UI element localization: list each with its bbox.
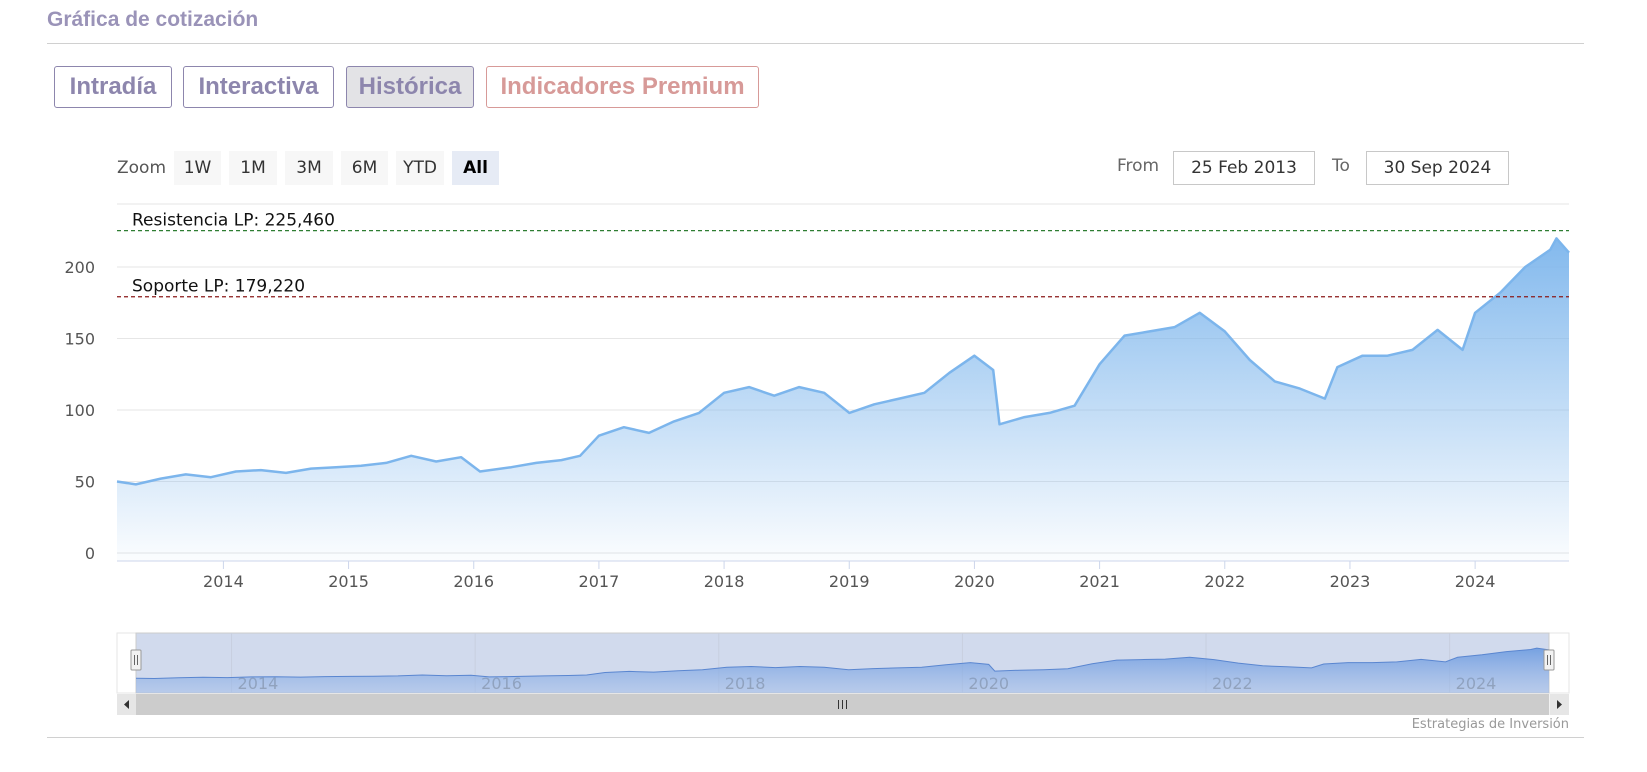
- x-tick-label: 2021: [1079, 572, 1120, 591]
- range-from-label: From: [1117, 156, 1160, 176]
- range-to-input[interactable]: 30 Sep 2024: [1366, 151, 1509, 185]
- navigator-line: [135, 647, 1550, 680]
- y-tick-label: 150: [64, 330, 95, 349]
- x-tick-label: 2014: [203, 572, 244, 591]
- x-tick-label: 2015: [328, 572, 369, 591]
- scroll-left-button[interactable]: [117, 694, 136, 715]
- y-tick-label: 50: [75, 473, 95, 492]
- x-tick-label: 2024: [1455, 572, 1496, 591]
- y-tick-label: 100: [64, 401, 95, 420]
- navigator-area: [136, 648, 1549, 693]
- x-tick-label: 2016: [453, 572, 494, 591]
- tab-interactiva[interactable]: Interactiva: [183, 66, 334, 108]
- zoom-6m-button[interactable]: 6M: [341, 151, 388, 185]
- handle-body: [130, 649, 142, 671]
- price-line: [116, 237, 1570, 486]
- navigator-right-handle[interactable]: [1543, 649, 1555, 671]
- support-label: Soporte LP: 179,220: [132, 277, 305, 297]
- bottom-divider: [47, 737, 1584, 738]
- x-tick-label: 2018: [704, 572, 745, 591]
- zoom-all-button[interactable]: All: [452, 151, 499, 185]
- x-tick-label: 2019: [829, 572, 870, 591]
- range-to-label: To: [1332, 156, 1350, 176]
- chart-credit: Estrategias de Inversión: [1411, 717, 1569, 732]
- price-chart: Resistencia LP: 225,460 Soporte LP: 179,2…: [64, 203, 1570, 715]
- x-tick-label: 2022: [1204, 572, 1245, 591]
- x-tick-label: 2017: [579, 572, 620, 591]
- price-area: [117, 238, 1569, 561]
- tab-indicadores-premium[interactable]: Indicadores Premium: [486, 66, 759, 108]
- resistance-label: Resistencia LP: 225,460: [132, 211, 335, 231]
- tab-intradia[interactable]: Intradía: [54, 66, 172, 108]
- left-arrow-icon: [124, 700, 129, 709]
- section-title: Gráfica de cotización: [47, 8, 259, 31]
- y-tick-label: 0: [85, 544, 95, 563]
- y-tick-label: 200: [64, 258, 95, 277]
- zoom-ytd-button[interactable]: YTD: [396, 151, 444, 185]
- navigator-left-handle[interactable]: [130, 649, 142, 671]
- x-tick-label: 2023: [1330, 572, 1371, 591]
- zoom-3m-button[interactable]: 3M: [285, 151, 333, 185]
- title-divider: [47, 43, 1584, 44]
- zoom-1m-button[interactable]: 1M: [229, 151, 277, 185]
- range-from-input[interactable]: 25 Feb 2013: [1173, 151, 1315, 185]
- zoom-1w-button[interactable]: 1W: [174, 151, 221, 185]
- x-tick-label: 2020: [954, 572, 995, 591]
- zoom-label: Zoom: [117, 158, 167, 178]
- scroll-right-button[interactable]: [1550, 694, 1569, 715]
- tab-historica[interactable]: Histórica: [346, 66, 474, 108]
- right-arrow-icon: [1557, 700, 1562, 709]
- handle-body: [1543, 649, 1555, 671]
